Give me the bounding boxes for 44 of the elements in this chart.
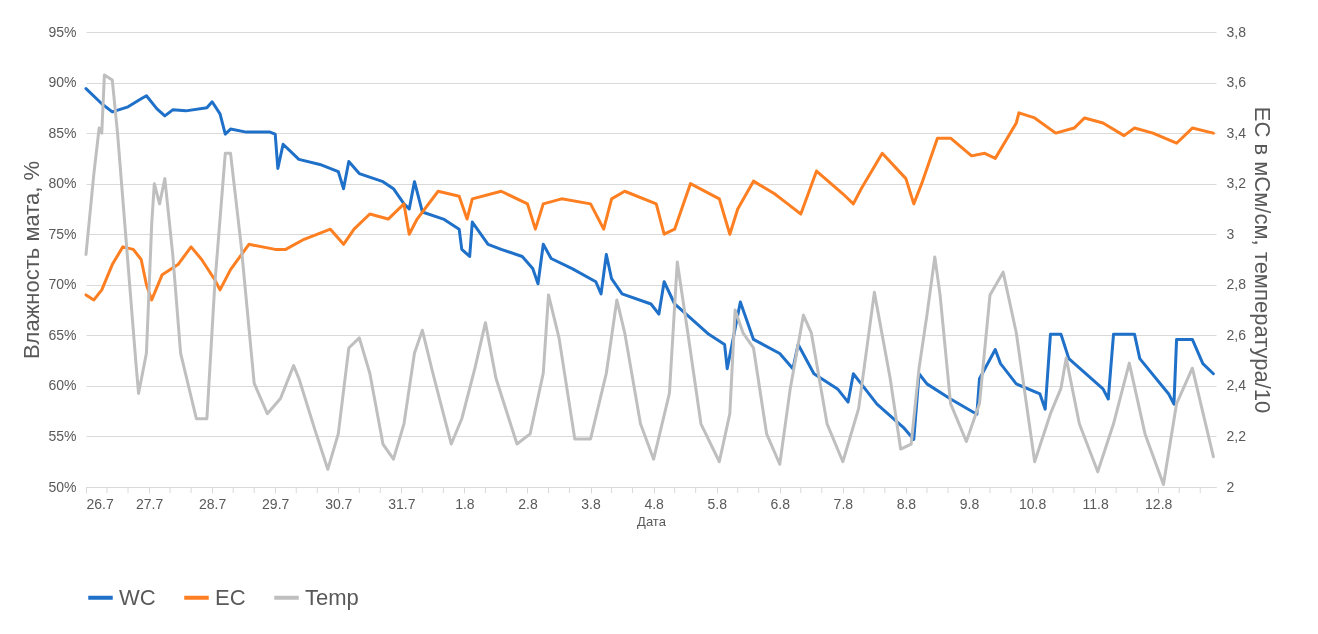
x-tick-label: 2.8 bbox=[518, 495, 538, 512]
legend-label: WC bbox=[119, 584, 156, 610]
y-tick-label: 60% bbox=[48, 377, 77, 394]
x-tick-label: 9.8 bbox=[959, 495, 980, 512]
x-axis-title: Дата bbox=[637, 513, 667, 529]
y2-tick-label: 3,6 bbox=[1226, 74, 1247, 91]
y-tick-label: 70% bbox=[48, 276, 77, 293]
y2-axis-title: ЕС в мСм/см, температура/10 bbox=[1249, 106, 1275, 414]
y2-tick-label: 2,6 bbox=[1226, 326, 1247, 343]
y2-tick-label: 3 bbox=[1226, 225, 1235, 242]
x-tick-label: 11.8 bbox=[1082, 495, 1109, 512]
x-tick-label: 6.8 bbox=[770, 495, 791, 512]
x-tick-label: 7.8 bbox=[833, 495, 854, 512]
x-tick-label: 26.7 bbox=[86, 495, 114, 512]
x-tick-label: 8.8 bbox=[896, 495, 917, 512]
y-tick-label: 55% bbox=[48, 427, 77, 444]
x-tick-label: 10.8 bbox=[1018, 495, 1047, 512]
x-tick-label: 3.8 bbox=[581, 495, 601, 512]
y-tick-label: 65% bbox=[48, 326, 77, 343]
x-tick-label: 1.8 bbox=[455, 495, 475, 512]
x-tick-label: 29.7 bbox=[262, 495, 290, 512]
y2-tick-label: 3,4 bbox=[1226, 124, 1247, 141]
y-tick-label: 80% bbox=[48, 175, 77, 192]
y2-tick-label: 2,8 bbox=[1226, 276, 1247, 293]
y2-tick-label: 2 bbox=[1226, 478, 1235, 495]
y-tick-label: 95% bbox=[48, 23, 77, 40]
y2-tick-label: 2,2 bbox=[1226, 427, 1247, 444]
x-tick-label: 4.8 bbox=[644, 495, 665, 512]
y-axis-title: Влажность мата, % bbox=[19, 160, 45, 360]
legend-label: EC bbox=[215, 584, 246, 610]
x-tick-label: 12.8 bbox=[1145, 495, 1173, 512]
x-tick-label: 30.7 bbox=[325, 495, 353, 512]
y2-tick-label: 2,4 bbox=[1226, 377, 1247, 394]
legend-label: Temp bbox=[305, 584, 359, 610]
x-tick-label: 27.7 bbox=[135, 495, 164, 512]
y2-tick-label: 3,8 bbox=[1226, 23, 1247, 40]
x-tick-label: 31.7 bbox=[388, 495, 416, 512]
y-tick-label: 75% bbox=[48, 225, 77, 242]
y-tick-label: 90% bbox=[48, 74, 77, 91]
y-tick-label: 85% bbox=[48, 124, 77, 141]
y2-tick-label: 3,2 bbox=[1226, 175, 1247, 192]
y-tick-label: 50% bbox=[48, 478, 77, 495]
x-tick-label: 28.7 bbox=[199, 495, 227, 512]
x-tick-label: 5.8 bbox=[707, 495, 728, 512]
